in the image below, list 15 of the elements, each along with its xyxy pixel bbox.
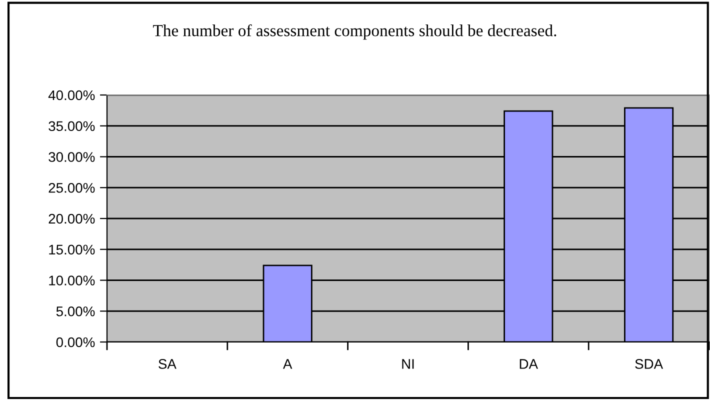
x-tick-label: A (282, 359, 292, 369)
y-tick-label: 35.00% (48, 121, 95, 132)
x-tick-label: NI (402, 359, 414, 369)
chart-title: The number of assessment components should be decreased. (153, 24, 556, 40)
y-tick-label: 40.00% (48, 90, 95, 100)
y-tick-label: 5.00% (56, 306, 95, 316)
y-tick-label: 20.00% (48, 214, 95, 224)
x-tick-label: SA (158, 359, 176, 369)
y-tick-label: 0.00% (56, 337, 95, 348)
x-tick-label: SDA (635, 359, 664, 369)
y-tick-label: 15.00% (49, 244, 95, 255)
y-tick-label: 25.00% (48, 182, 95, 193)
y-tick-label: 10.00% (49, 276, 95, 286)
y-tick-label: 30.00% (48, 152, 95, 162)
x-tick-label: DA (520, 359, 538, 369)
